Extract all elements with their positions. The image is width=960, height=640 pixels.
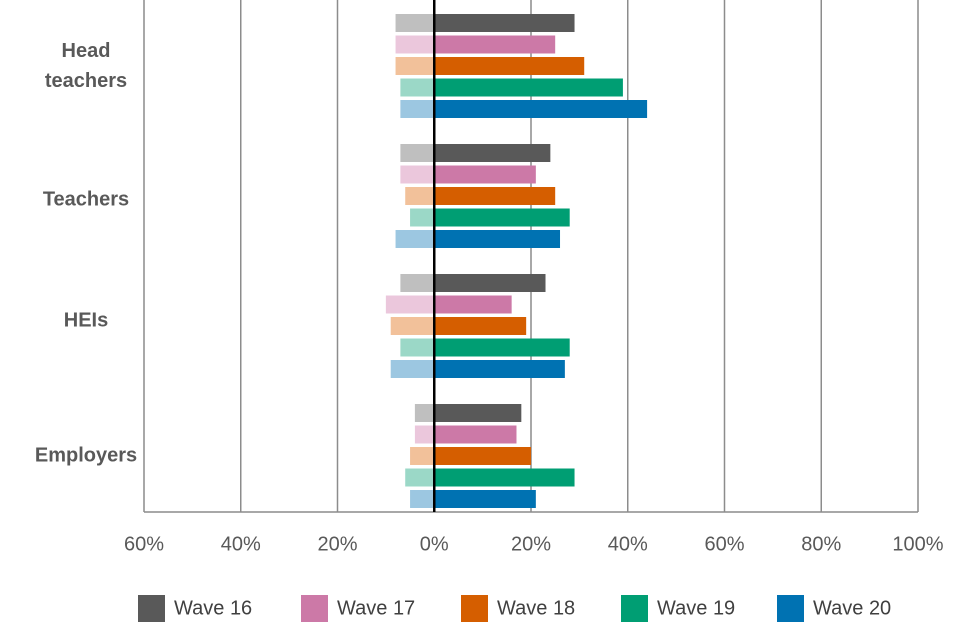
bar-negative (400, 144, 435, 162)
bar-positive (434, 338, 570, 357)
x-tick-label: 60% (704, 533, 744, 555)
bar-positive (434, 35, 556, 54)
bar-positive (434, 468, 575, 487)
legend-swatch (138, 595, 165, 622)
bar-negative (395, 57, 435, 75)
legend-label: Wave 20 (813, 597, 891, 619)
x-tick-label: 40% (221, 533, 261, 555)
bar-negative (410, 490, 435, 508)
bars (385, 14, 648, 508)
bar-positive (434, 230, 561, 248)
legend-swatch (301, 595, 328, 622)
category-label: HEIs (64, 309, 108, 331)
bar-negative (395, 35, 435, 54)
bar-negative (405, 187, 435, 205)
bar-positive (434, 490, 536, 508)
x-tick-label: 20% (317, 533, 357, 555)
bar-positive (434, 404, 522, 422)
bar-negative (390, 360, 435, 378)
legend-swatch (621, 595, 648, 622)
gridlines (143, 0, 919, 513)
bar-negative (400, 100, 435, 118)
bar-positive (434, 295, 512, 314)
bar-positive (434, 274, 546, 292)
bar-positive (434, 78, 623, 97)
bar-negative (395, 230, 435, 248)
x-tick-label: 60% (124, 533, 164, 555)
bar-positive (434, 57, 585, 75)
bar-positive (434, 165, 536, 184)
x-tick-labels: 60% 40% 20% 0% 20% 40% 60% 80% 100% (124, 533, 944, 555)
legend-swatch (461, 595, 488, 622)
legend-swatch (777, 595, 804, 622)
bar-positive (434, 360, 565, 378)
legend-label: Wave 16 (174, 597, 252, 619)
x-tick-label: 100% (892, 533, 943, 555)
legend: Wave 16 Wave 17 Wave 18 Wave 19 Wave 20 (138, 595, 891, 622)
legend-label: Wave 18 (497, 597, 575, 619)
bar-negative (410, 208, 435, 227)
bar-positive (434, 317, 527, 335)
bar-negative (395, 14, 435, 32)
category-labels: Head teachers Teachers HEIs Employers (35, 40, 137, 466)
legend-label: Wave 17 (337, 597, 415, 619)
bar-negative (385, 295, 435, 314)
bar-positive (434, 14, 575, 32)
bar-positive (434, 447, 531, 465)
x-tick-label: 40% (608, 533, 648, 555)
category-label: Employers (35, 444, 137, 466)
bar-negative (414, 425, 435, 444)
bar-negative (405, 468, 435, 487)
bar-negative (390, 317, 435, 335)
legend-label: Wave 19 (657, 597, 735, 619)
category-label: Teachers (43, 188, 129, 210)
category-label: Head teachers (45, 40, 127, 92)
x-tick-label: 20% (511, 533, 551, 555)
bar-positive (434, 144, 551, 162)
bar-negative (400, 78, 435, 97)
bar-negative (400, 338, 435, 357)
bar-negative (400, 274, 435, 292)
bar-negative (414, 404, 435, 422)
bar-negative (400, 165, 435, 184)
bar-positive (434, 100, 648, 118)
bar-positive (434, 187, 556, 205)
bar-positive (434, 208, 570, 227)
bar-negative (410, 447, 435, 465)
x-tick-label: 0% (420, 533, 449, 555)
x-tick-label: 80% (801, 533, 841, 555)
bar-positive (434, 425, 517, 444)
